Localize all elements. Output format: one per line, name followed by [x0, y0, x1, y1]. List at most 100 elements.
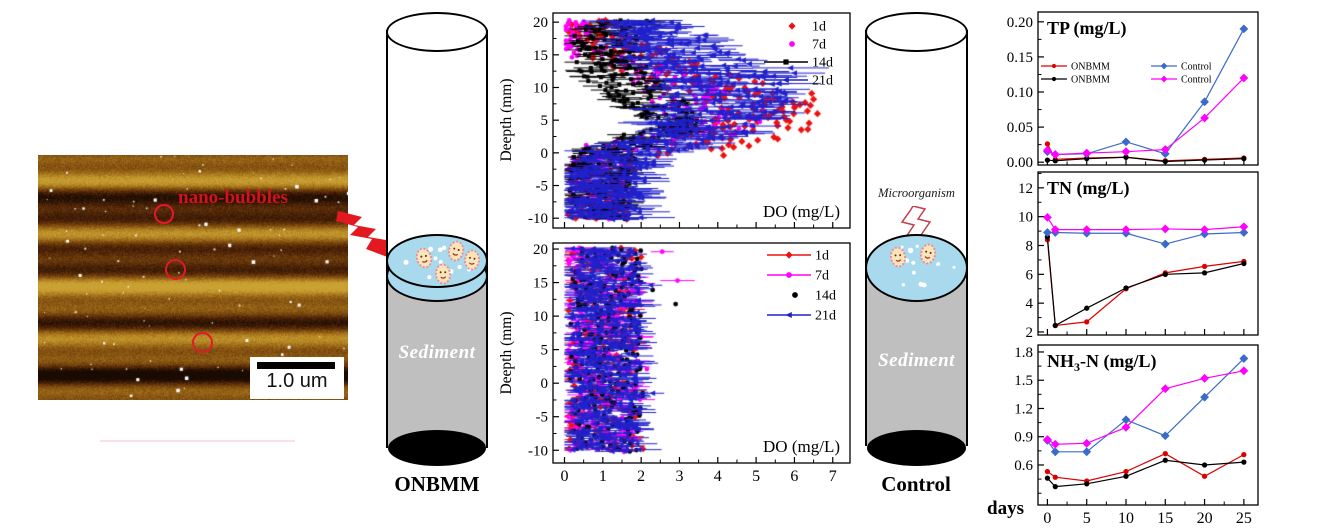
svg-text:1.8: 1.8 [1014, 345, 1033, 361]
svg-text:6: 6 [790, 468, 798, 485]
chart-axes: 0.6 0.9 1.2 1.5 1.8 0 5 10 15 20 25 NH3-N (mg/L) [1014, 344, 1259, 526]
column-top-ellipse [865, 12, 968, 52]
svg-text:Control: Control [1181, 75, 1212, 86]
svg-text:0.10: 0.10 [1007, 85, 1033, 101]
chart-axes: 20 15 10 5 0 -5 -10 1d 7d 14d 21d DO (mg/L) [528, 12, 851, 229]
svg-text:DO (mg/L): DO (mg/L) [763, 437, 840, 456]
svg-text:ONBMM: ONBMM [1071, 62, 1110, 73]
svg-text:5: 5 [1083, 510, 1091, 526]
svg-text:10: 10 [1018, 210, 1033, 226]
svg-text:15: 15 [533, 48, 548, 64]
svg-text:0: 0 [541, 376, 549, 392]
scatter-points-canvas [515, 238, 855, 492]
svg-text:7: 7 [829, 468, 837, 485]
svg-text:3: 3 [675, 468, 683, 485]
column-bottom-ellipse [867, 430, 966, 466]
sediment-label: Sediment [398, 342, 476, 363]
svg-text:1.2: 1.2 [1014, 401, 1033, 417]
svg-text:0.9: 0.9 [1014, 430, 1033, 446]
svg-text:25: 25 [1236, 510, 1252, 526]
svg-text:-5: -5 [536, 179, 549, 195]
svg-text:0.6: 0.6 [1014, 458, 1033, 474]
nano-bubble-circle [192, 332, 213, 353]
scale-bar-box: 1.0 um [250, 357, 344, 399]
svg-text:0.00: 0.00 [1007, 155, 1033, 171]
do-profile-chart-top: 20 15 10 5 0 -5 -10 1d 7d 14d 21d DO (mg/L) [515, 8, 855, 230]
svg-text:ONBMM: ONBMM [1071, 75, 1110, 86]
depth-axis-label-top: Deepth (mm) [498, 78, 515, 162]
svg-text:21d: 21d [812, 74, 833, 89]
svg-text:7d: 7d [815, 269, 829, 284]
svg-text:-10: -10 [528, 443, 548, 459]
nano-bubble-circle [165, 259, 186, 280]
svg-text:21d: 21d [815, 309, 836, 324]
tp-chart: 0.00 0.05 0.10 0.15 0.20 TP (mg/L) ONBMM ONBMM C… [985, 6, 1260, 172]
svg-text:12: 12 [1018, 181, 1033, 197]
svg-text:0: 0 [541, 146, 549, 162]
svg-text:0.20: 0.20 [1007, 15, 1033, 31]
svg-text:1: 1 [599, 468, 607, 485]
svg-text:6: 6 [1026, 267, 1034, 283]
svg-text:10: 10 [533, 309, 548, 325]
control-column-label: Control [881, 472, 951, 496]
svg-text:5: 5 [752, 468, 760, 485]
svg-text:20: 20 [1197, 510, 1213, 526]
svg-text:1d: 1d [815, 249, 829, 264]
svg-text:15: 15 [1157, 510, 1173, 526]
microorganisms-and-bubbles [403, 240, 481, 285]
chart-axes: 20 15 10 5 0 -5 -10 0 1 2 3 4 5 6 7 1d 7d 14d 21d DO (mg/L) [528, 242, 851, 485]
svg-text:NH3-N (mg/L): NH3-N (mg/L) [1047, 351, 1156, 374]
scatter-points-canvas [515, 8, 855, 230]
depth-axis-label-bottom: Deepth (mm) [498, 311, 515, 395]
svg-text:0: 0 [560, 468, 568, 485]
svg-text:2: 2 [637, 468, 645, 485]
do-profile-chart-bottom: 20 15 10 5 0 -5 -10 0 1 2 3 4 5 6 7 1d 7d 14d 21d DO (mg/L) [515, 238, 855, 492]
svg-text:20: 20 [533, 15, 548, 31]
svg-text:14d: 14d [815, 289, 836, 304]
nano-bubble-circle [154, 204, 174, 224]
svg-text:TP (mg/L): TP (mg/L) [1047, 18, 1127, 39]
svg-text:1.5: 1.5 [1014, 373, 1033, 389]
svg-text:Control: Control [1181, 62, 1212, 73]
svg-text:14d: 14d [812, 56, 833, 71]
microorganism-label: Microorganism [878, 186, 955, 200]
chart-axes: 2 4 6 8 10 12 TN (mg/L) [1018, 171, 1259, 341]
nano-bubbles-label: nano-bubbles [178, 187, 288, 208]
svg-text:2: 2 [1026, 325, 1034, 341]
microorganisms-and-bubbles [889, 243, 956, 288]
sediment-label: Sediment [878, 350, 955, 371]
svg-text:0: 0 [1043, 510, 1051, 526]
svg-text:0.05: 0.05 [1007, 120, 1033, 136]
column-bottom-ellipse [388, 430, 486, 466]
faint-smudge-artifact [100, 440, 295, 442]
svg-text:4: 4 [714, 468, 722, 485]
onbmm-column-diagram: Sediment ONBMM [386, 10, 488, 522]
svg-text:4: 4 [1026, 296, 1034, 312]
control-column-diagram: Microorganism Sediment Control [865, 10, 968, 522]
svg-text:-5: -5 [536, 410, 549, 426]
svg-text:10: 10 [533, 80, 548, 96]
afm-micrograph-panel: nano-bubbles 1.0 um [38, 155, 348, 400]
svg-text:8: 8 [1026, 239, 1034, 255]
svg-text:10: 10 [1118, 510, 1134, 526]
svg-text:1d: 1d [812, 20, 826, 35]
svg-text:-10: -10 [528, 211, 548, 227]
sediment-block [867, 282, 966, 450]
svg-text:0.15: 0.15 [1007, 50, 1033, 66]
svg-text:DO (mg/L): DO (mg/L) [763, 202, 840, 221]
nh3n-chart: 0.6 0.9 1.2 1.5 1.8 0 5 10 15 20 25 NH3-N (mg/L) [985, 344, 1260, 526]
sediment-block [388, 278, 486, 450]
tn-chart: 2 4 6 8 10 12 TN (mg/L) [985, 171, 1260, 342]
days-axis-label: days [987, 498, 1024, 519]
column-top-ellipse [386, 12, 488, 52]
chart-axes: 0.00 0.05 0.10 0.15 0.20 TP (mg/L) ONBMM ONBMM C… [1007, 11, 1259, 171]
svg-text:5: 5 [541, 113, 549, 129]
onbmm-column-label: ONBMM [394, 472, 480, 496]
svg-text:TN (mg/L): TN (mg/L) [1047, 178, 1130, 199]
svg-text:20: 20 [533, 242, 548, 258]
scale-bar [257, 362, 335, 369]
scale-bar-label: 1.0 um [266, 370, 328, 392]
svg-text:15: 15 [533, 276, 548, 292]
lightning-arrow-icon [336, 211, 398, 261]
